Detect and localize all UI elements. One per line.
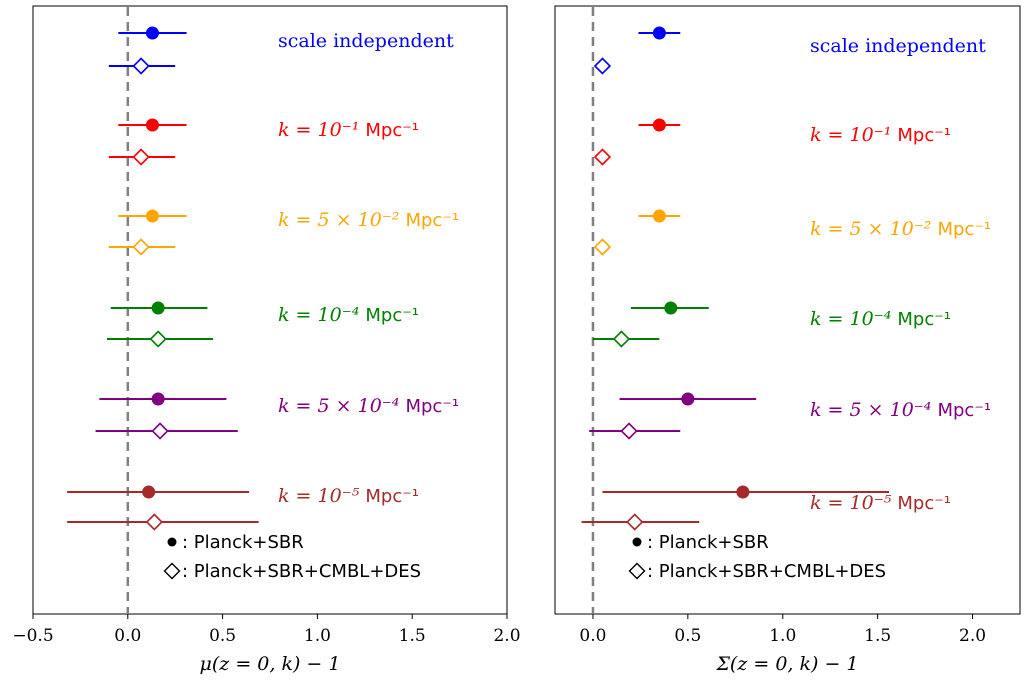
x-tick-label: −0.5: [12, 626, 53, 646]
x-tick-label: 1.0: [304, 626, 331, 646]
category-label: k = 5 × 10⁻² Mpc⁻¹: [810, 218, 991, 240]
point-planck-sbr-cmbl-des: [151, 422, 169, 440]
category-label: k = 10⁻⁵ Mpc⁻¹: [810, 492, 951, 514]
category-label: k = 5 × 10⁻⁴ Mpc⁻¹: [810, 399, 991, 421]
x-tick-label: 2.0: [959, 626, 986, 646]
plot-frame: [32, 5, 508, 615]
category-label: scale independent: [810, 35, 986, 57]
legend-marker-filled: [167, 537, 177, 547]
point-planck-sbr: [151, 301, 165, 315]
legend-label: : Planck+SBR+CMBL+DES: [647, 561, 886, 582]
point-planck-sbr-cmbl-des: [620, 422, 638, 440]
point-planck-sbr: [652, 26, 666, 40]
x-tick-label: 1.0: [769, 626, 796, 646]
x-axis-label: μ(z = 0, k) − 1: [200, 653, 341, 675]
x-tick-label: 1.5: [864, 626, 891, 646]
point-planck-sbr-cmbl-des: [132, 238, 150, 256]
point-planck-sbr: [736, 485, 750, 499]
point-planck-sbr: [145, 26, 159, 40]
chart-panel-2: 0.0 0.5 1.0 1.5 2.0 Σ(z = 0, k) − 1 scale inde…: [554, 5, 1021, 675]
category-label: scale independent: [278, 30, 454, 52]
category-label: k = 10⁻¹ Mpc⁻¹: [278, 119, 419, 141]
point-planck-sbr-cmbl-des: [593, 238, 612, 256]
chart-panel-1: −0.5 0.0 0.5 1.0 1.5 2.0 μ(z = 0, k) − 1 scale …: [12, 5, 521, 675]
point-planck-sbr: [151, 392, 165, 406]
point-planck-sbr: [652, 118, 666, 132]
x-tick-label: 0.5: [674, 626, 701, 646]
point-planck-sbr: [681, 392, 695, 406]
category-label: k = 10⁻⁵ Mpc⁻¹: [278, 485, 419, 507]
x-tick-label: 2.0: [493, 626, 520, 646]
point-planck-sbr: [652, 209, 666, 223]
category-label: k = 5 × 10⁻⁴ Mpc⁻¹: [278, 395, 459, 417]
point-planck-sbr: [145, 209, 159, 223]
category-label: k = 10⁻¹ Mpc⁻¹: [810, 124, 951, 146]
point-planck-sbr-cmbl-des: [145, 513, 163, 531]
point-planck-sbr: [664, 301, 678, 315]
category-label: k = 10⁻⁴ Mpc⁻¹: [810, 308, 951, 330]
legend-label: : Planck+SBR: [182, 532, 304, 553]
point-planck-sbr-cmbl-des: [612, 330, 631, 348]
legend-marker-filled: [632, 537, 642, 547]
x-tick-label: 0.0: [579, 626, 606, 646]
point-planck-sbr: [142, 485, 156, 499]
plot-frame: [554, 5, 1021, 615]
x-tick-label: 1.5: [399, 626, 426, 646]
category-label: k = 10⁻⁴ Mpc⁻¹: [278, 304, 419, 326]
category-label: k = 5 × 10⁻² Mpc⁻¹: [278, 209, 459, 231]
x-tick-label: 0.0: [114, 626, 141, 646]
point-planck-sbr: [145, 118, 159, 132]
point-planck-sbr-cmbl-des: [593, 57, 612, 75]
legend-label: : Planck+SBR+CMBL+DES: [182, 561, 421, 582]
point-planck-sbr-cmbl-des: [626, 513, 644, 531]
x-tick-label: 0.5: [209, 626, 236, 646]
point-planck-sbr-cmbl-des: [132, 148, 150, 166]
legend-label: : Planck+SBR: [647, 532, 769, 553]
legend-marker-open: [628, 562, 646, 580]
x-axis-label: Σ(z = 0, k) − 1: [715, 653, 858, 675]
point-planck-sbr-cmbl-des: [593, 148, 612, 166]
point-planck-sbr-cmbl-des: [132, 57, 150, 75]
point-planck-sbr-cmbl-des: [149, 330, 167, 348]
legend-marker-open: [163, 562, 181, 580]
